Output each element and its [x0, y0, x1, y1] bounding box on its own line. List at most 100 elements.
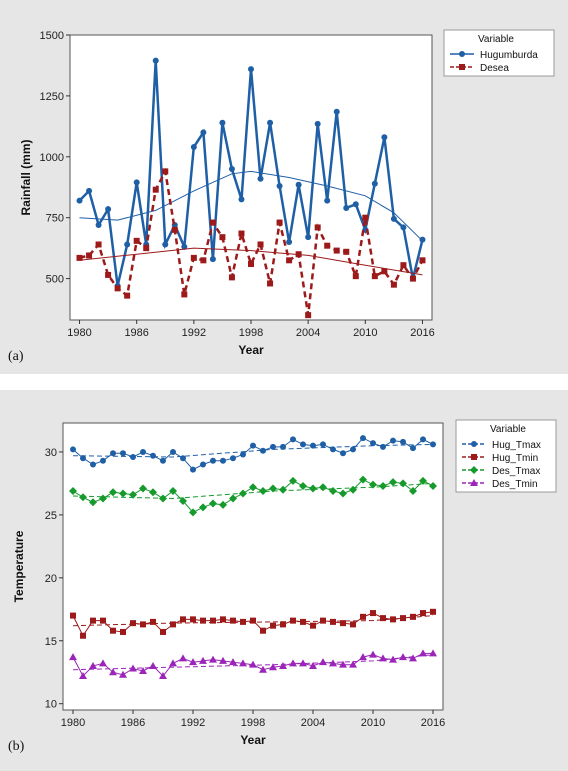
rainfall-chart: 500 750 1000 1250 1500 1980 1986 1992 1998 2004 20…: [8, 29, 555, 364]
data-point-hug-tmax: [130, 453, 136, 460]
data-point-des-tmin: [279, 661, 287, 669]
data-point-hug-tmax: [80, 455, 86, 462]
data-point-des-tmax: [199, 503, 207, 512]
x-tick-label: 1986: [121, 717, 145, 729]
data-point-des-tmin: [199, 656, 207, 664]
data-point-desea: [76, 254, 83, 261]
data-point-des-tmax: [109, 488, 117, 497]
data-point-hug-tmax: [110, 450, 116, 457]
data-point-hug-tmax: [280, 443, 286, 450]
trend-line-desea: [79, 247, 423, 276]
data-point-desea: [238, 230, 245, 237]
data-point-hug-tmax: [250, 442, 256, 449]
data-point-hug-tmin: [290, 617, 296, 624]
data-point-hugumburda: [324, 197, 331, 204]
legend-title: Variable: [478, 34, 514, 45]
data-point-des-tmin: [379, 654, 387, 662]
data-point-des-tmax: [129, 490, 137, 499]
x-tick-label: 2016: [421, 717, 445, 729]
data-point-des-tmax: [289, 476, 297, 485]
data-point-hug-tmin: [320, 617, 326, 624]
data-point-des-tmax: [79, 493, 87, 502]
data-point-hug-tmin: [370, 610, 376, 617]
data-point-desea: [143, 245, 150, 252]
data-point-desea: [114, 285, 121, 292]
data-point-hug-tmin: [310, 622, 316, 629]
data-point-hugumburda: [419, 236, 426, 243]
data-point-des-tmax: [69, 486, 77, 495]
data-point-des-tmax: [209, 499, 217, 508]
x-tick-label: 1986: [124, 327, 148, 339]
plot-area: [62, 422, 444, 711]
data-point-desea: [171, 226, 178, 233]
data-point-desea: [124, 292, 131, 299]
data-point-des-tmin: [229, 658, 237, 666]
series-des-tmax: [69, 475, 437, 517]
data-point-hugumburda: [219, 119, 226, 126]
x-tick-label: 2016: [410, 327, 434, 339]
data-point-hugumburda: [238, 196, 245, 203]
y-tick-label: 10: [45, 699, 57, 711]
data-point-des-tmin: [99, 659, 107, 667]
data-point-desea: [324, 242, 331, 249]
data-point-des-tmax: [159, 494, 167, 503]
panel-label: (a): [8, 349, 24, 364]
data-point-des-tmax: [299, 481, 307, 490]
data-point-hug-tmin: [140, 621, 146, 628]
data-point-desea: [390, 281, 397, 288]
x-tick-label: 2010: [353, 327, 377, 339]
legend: Variable Hugumburda Desea: [443, 29, 555, 77]
data-point-hug-tmin: [120, 628, 126, 635]
data-point-desea: [362, 214, 369, 221]
data-point-hug-tmax: [420, 436, 426, 443]
data-point-hug-tmax: [230, 455, 236, 462]
data-point-desea: [162, 168, 169, 175]
data-point-hugumburda: [276, 183, 283, 190]
data-point-hug-tmax: [360, 435, 366, 442]
rainfall-chart-panel: 500 750 1000 1250 1500 1980 1986 1992 1998 2004 20…: [0, 0, 568, 374]
data-point-hug-tmin: [130, 620, 136, 627]
data-point-des-tmax: [389, 478, 397, 487]
data-point-des-tmax: [359, 475, 367, 484]
y-tick-label: 30: [45, 447, 57, 459]
data-point-des-tmax: [179, 497, 187, 506]
data-point-desea: [314, 224, 321, 231]
data-point-desea: [200, 257, 207, 264]
y-axis-title: Rainfall (mm): [19, 139, 33, 215]
data-point-desea: [371, 273, 378, 280]
data-point-desea: [219, 234, 226, 241]
data-point-hug-tmax: [430, 441, 436, 448]
data-point-des-tmin: [359, 653, 367, 661]
data-point-desea: [305, 312, 312, 319]
data-point-desea: [286, 257, 293, 264]
data-point-des-tmin: [159, 672, 167, 680]
legend-marker-des-tmax: [470, 466, 478, 474]
y-tick-label: 1000: [40, 152, 64, 164]
data-point-des-tmin: [269, 663, 277, 671]
data-point-hug-tmin: [240, 618, 246, 625]
data-point-hugumburda: [86, 187, 93, 194]
data-point-hugumburda: [95, 222, 102, 228]
data-point-desea: [181, 291, 188, 298]
data-point-hug-tmin: [380, 615, 386, 622]
data-point-hug-tmax: [70, 446, 76, 453]
data-point-hugumburda: [228, 165, 235, 172]
data-point-des-tmin: [209, 655, 217, 663]
data-point-hug-tmin: [230, 617, 236, 624]
data-point-des-tmin: [309, 661, 317, 669]
data-point-hug-tmax: [220, 457, 226, 464]
data-point-des-tmin: [299, 659, 307, 667]
data-point-des-tmin: [339, 660, 347, 668]
data-point-des-tmin: [349, 660, 357, 668]
data-point-hug-tmax: [340, 450, 346, 457]
data-point-hug-tmax: [410, 445, 416, 452]
y-tick-label: 15: [45, 636, 57, 648]
data-point-des-tmin: [89, 661, 97, 669]
data-point-hugumburda: [305, 234, 312, 241]
legend-marker-des-tmin: [470, 479, 478, 486]
data-point-hug-tmax: [190, 466, 196, 473]
data-point-des-tmin: [139, 666, 147, 674]
data-point-des-tmax: [119, 489, 127, 498]
data-point-desea: [86, 252, 93, 259]
y-tick-label: 750: [46, 213, 64, 225]
